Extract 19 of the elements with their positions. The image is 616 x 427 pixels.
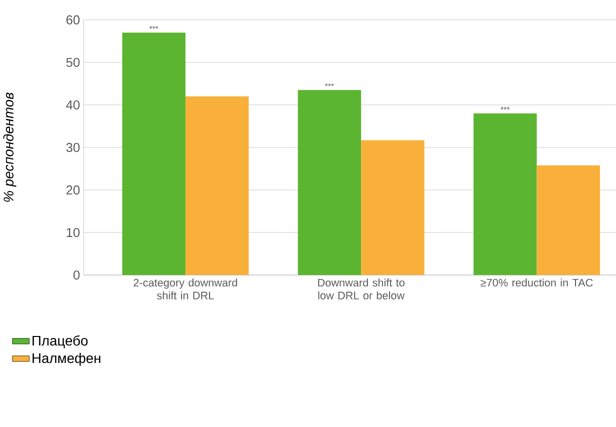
y-tick-label: 20 (66, 185, 80, 195)
x-tick-label: Downward shift to low DRL or below (318, 278, 405, 300)
x-tick-label: ≥70% reduction in TAC (480, 278, 593, 287)
y-tick-label: 50 (66, 58, 80, 67)
legend-label: Плацебо (32, 335, 88, 348)
y-tick-label: 40 (66, 100, 80, 110)
bar (536, 165, 600, 276)
bar (298, 90, 362, 276)
y-tick-label: 0 (73, 270, 80, 280)
bar (185, 96, 249, 276)
y-tick-label: 30 (66, 142, 80, 152)
y-axis-title: % респондентов (3, 92, 16, 202)
bar (122, 32, 186, 276)
bar (474, 113, 537, 276)
y-tick-label: 10 (66, 228, 80, 238)
legend-label: Налмефен (32, 352, 100, 366)
bar (361, 140, 424, 276)
x-tick-label: 2-category downward shift in DRL (134, 278, 238, 300)
y-tick-label: 60 (66, 15, 80, 24)
